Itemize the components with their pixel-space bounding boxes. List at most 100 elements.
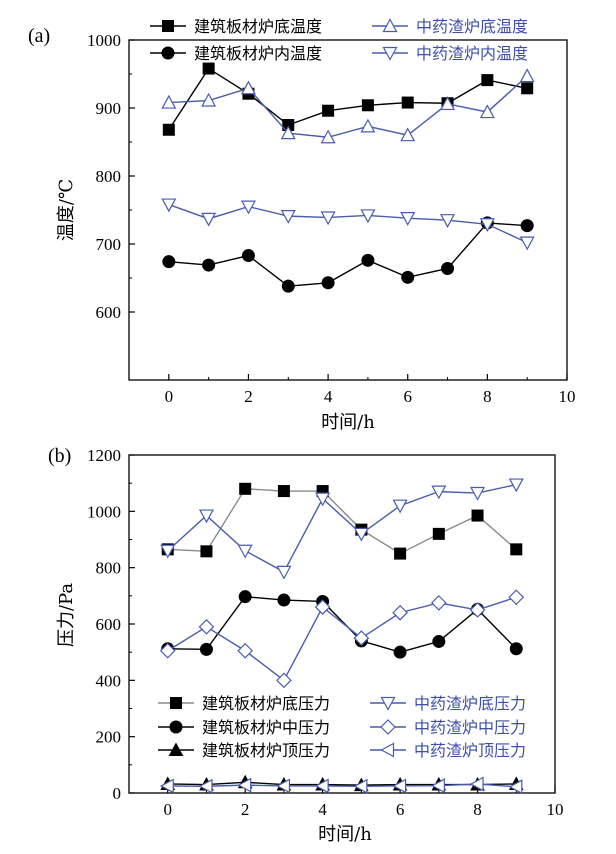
data-point <box>508 589 525 606</box>
data-point <box>361 253 375 267</box>
legend-item: 中药渣炉中压力 <box>370 718 526 737</box>
legend-label: 建筑板材炉中压力 <box>202 718 330 737</box>
series-1 <box>161 482 523 560</box>
data-point <box>281 279 295 293</box>
data-point <box>320 129 336 144</box>
x-tick-label: 0 <box>165 387 174 406</box>
y-tick-label: 1000 <box>87 502 121 521</box>
y-tick-label: 700 <box>96 235 122 254</box>
data-point <box>441 261 455 275</box>
data-point <box>508 478 524 493</box>
legend-item: 建筑板材炉中压力 <box>158 718 330 737</box>
data-point <box>201 212 217 227</box>
data-point <box>199 642 213 656</box>
x-tick-label: 2 <box>244 387 253 406</box>
x-tick-label: 8 <box>473 800 482 819</box>
legend-label: 中药渣炉中压力 <box>414 718 526 737</box>
legend-label: 中药渣炉底压力 <box>414 694 526 713</box>
series-5 <box>160 774 524 792</box>
legend-item: 中药渣炉底压力 <box>370 694 526 713</box>
y-tick-label: 1000 <box>87 31 121 50</box>
legend-label: 建筑板材炉底压力 <box>202 694 330 713</box>
data-point <box>520 219 534 233</box>
data-point <box>277 485 290 498</box>
y-tick-label: 800 <box>96 167 122 186</box>
data-point <box>470 486 486 501</box>
panel-b-series <box>159 478 525 795</box>
data-point <box>353 527 369 542</box>
data-point <box>280 125 296 140</box>
legend-item: 建筑板材炉顶压力 <box>158 741 330 760</box>
data-point <box>201 92 217 107</box>
series-3 <box>161 590 523 659</box>
legend-marker <box>170 697 182 709</box>
panel-a-temperature-chart: (a) 时间/h 温度/℃ 0 2 4 6 8 10 600 700 800 900 1000 建筑… <box>28 17 576 433</box>
data-point <box>161 94 177 109</box>
panel-a-y-axis-label: 温度/℃ <box>56 179 77 241</box>
x-tick-label: 10 <box>547 800 564 819</box>
data-point <box>159 778 174 794</box>
panel-a-axes: 0 2 4 6 8 10 600 700 800 900 1000 <box>87 31 576 406</box>
legend-item: 建筑板材炉内温度 <box>150 44 322 63</box>
y-tick-label: 600 <box>96 615 122 634</box>
data-point <box>239 482 252 495</box>
data-point <box>237 544 253 559</box>
panel-a-x-axis-label: 时间/h <box>321 412 375 433</box>
data-point <box>162 255 176 269</box>
y-tick-label: 400 <box>96 671 122 690</box>
data-point <box>237 642 254 659</box>
data-point <box>432 527 445 540</box>
y-tick-label: 600 <box>96 303 122 322</box>
data-point <box>361 99 374 112</box>
data-point <box>200 545 213 558</box>
data-point <box>161 198 177 213</box>
legend-item: 中药渣炉顶压力 <box>370 741 526 760</box>
data-point <box>400 212 416 226</box>
x-tick-label: 4 <box>324 387 333 406</box>
data-point <box>440 214 456 228</box>
data-point <box>322 104 335 117</box>
data-point <box>479 104 495 119</box>
data-point <box>321 276 335 290</box>
legend-label: 建筑板材炉内温度 <box>194 44 322 63</box>
series-line <box>167 783 517 788</box>
data-point <box>238 590 252 604</box>
data-point <box>481 74 494 87</box>
data-point <box>353 630 370 646</box>
legend-label: 中药渣炉底温度 <box>416 17 528 36</box>
data-point <box>202 258 216 272</box>
y-tick-label: 800 <box>96 559 122 578</box>
series-4 <box>161 198 535 251</box>
data-point <box>240 200 256 215</box>
data-point <box>314 599 331 615</box>
data-point <box>360 118 376 133</box>
series-line <box>168 75 528 138</box>
legend-label: 建筑板材炉顶压力 <box>202 741 330 760</box>
legend-marker <box>380 742 395 758</box>
y-tick-label: 1200 <box>87 446 121 465</box>
panel-a-series <box>161 62 535 293</box>
panel-b-axes: 0 2 4 6 8 10 0 200 400 600 800 1000 1200 <box>87 446 564 819</box>
x-tick-label: 0 <box>163 800 172 819</box>
data-point <box>315 492 331 507</box>
series-line <box>168 222 528 287</box>
data-point <box>159 642 176 659</box>
data-point <box>519 236 535 251</box>
legend-marker <box>380 719 396 735</box>
data-point <box>392 604 408 621</box>
series-line <box>167 596 517 682</box>
data-point <box>431 485 447 500</box>
series-6 <box>159 776 523 795</box>
data-point <box>469 602 486 618</box>
data-point <box>202 62 215 75</box>
series-line <box>167 488 517 555</box>
x-tick-label: 4 <box>318 800 327 819</box>
data-point <box>160 544 176 559</box>
data-point <box>401 270 415 284</box>
data-point <box>479 218 495 233</box>
legend-item: 建筑板材炉底温度 <box>150 17 322 36</box>
series-2 <box>162 216 534 293</box>
panel-b-x-axis-label: 时间/h <box>318 824 372 845</box>
x-tick-label: 6 <box>396 800 405 819</box>
